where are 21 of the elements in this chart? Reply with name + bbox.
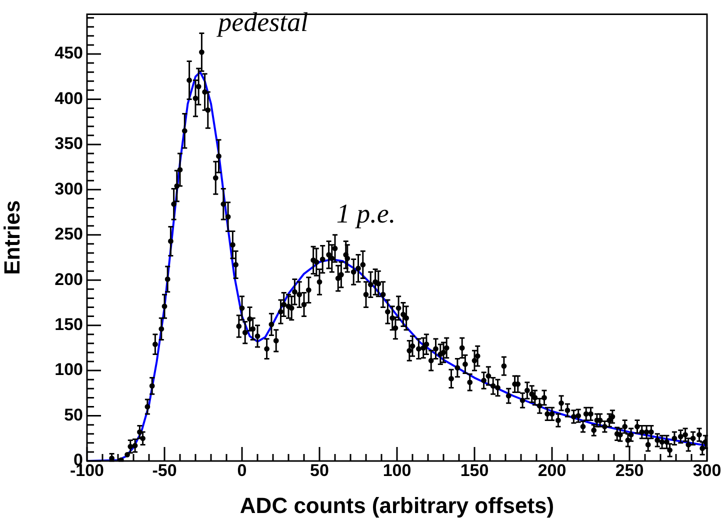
y-tick-label: 400 [54,88,83,108]
x-tick-label: 100 [382,460,412,480]
x-tick-label: 300 [692,460,722,480]
x-axis-title: ADC counts (arbitrary offsets) [240,492,554,518]
x-tick-label: -50 [152,460,177,480]
x-tick-label: 200 [538,460,566,480]
y-tick-label: 150 [54,315,83,334]
y-tick-label: 100 [54,360,83,380]
y-axis-title: Entries [0,200,24,275]
y-tick-label: 450 [54,44,83,63]
y-tick-label: 200 [54,270,83,289]
y-tick-label: 300 [54,179,83,198]
x-tick-label: 250 [615,460,644,480]
annotation: 1 p.e. [336,198,396,228]
annotation: pedestal [216,7,308,38]
x-tick-label: 0 [237,460,247,480]
x-tick-label: 50 [310,460,329,480]
y-tick-label: 50 [64,405,83,424]
y-tick-label: 350 [54,134,83,154]
y-tick-label: 250 [54,224,83,244]
x-tick-label: 150 [460,460,489,480]
